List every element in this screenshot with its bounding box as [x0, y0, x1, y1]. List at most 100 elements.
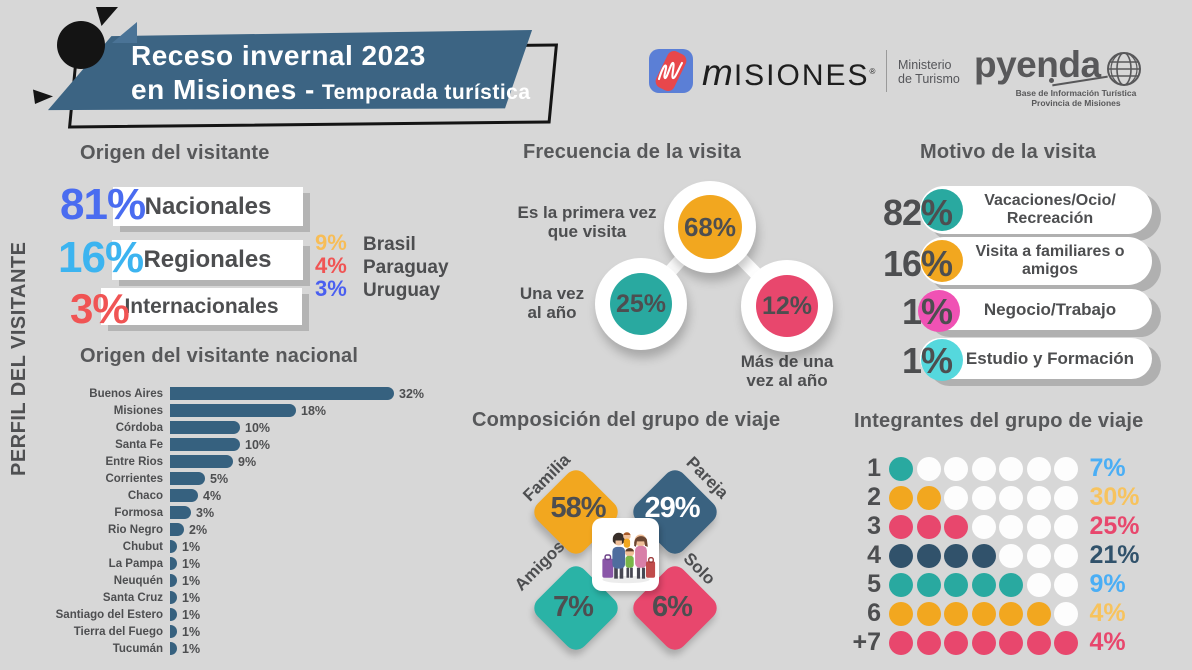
filled-dot	[889, 485, 913, 510]
motive-value: 1%	[901, 340, 953, 381]
motive-label-line1: Estudio y Formación	[965, 348, 1135, 368]
empty-dot	[971, 514, 996, 539]
empty-dot	[1054, 485, 1078, 510]
origin-label: Nacionales	[144, 192, 272, 220]
family-illustration-card	[592, 518, 659, 591]
motive-section-title: Motivo de la visita	[920, 141, 1097, 163]
page-title-line1: Receso invernal 2023	[131, 40, 426, 71]
motive-value: 16%	[882, 243, 953, 284]
breakdown-label: Brasil	[363, 234, 416, 255]
misiones-wordmark-rest: ISIONES	[733, 59, 870, 92]
title-banner	[47, 30, 533, 111]
empty-dot	[944, 485, 968, 510]
filled-dot	[999, 572, 1023, 597]
frequency-label: Más de una vez al año	[737, 352, 837, 390]
empty-dot	[1026, 514, 1051, 539]
filled-dot	[889, 456, 913, 481]
motive-label-line1: Vacaciones/Ocio/	[984, 192, 1116, 209]
empty-dot	[944, 456, 968, 481]
bar	[170, 625, 177, 638]
frequency-value: 25%	[610, 273, 672, 335]
bar-value: 1%	[182, 624, 201, 639]
empty-dot	[999, 456, 1023, 481]
origin-value: 3%	[70, 285, 130, 332]
bar-label: Formosa	[114, 506, 163, 519]
bar-value: 18%	[301, 403, 327, 418]
filled-dot	[971, 572, 996, 597]
bar-label: Córdoba	[115, 421, 163, 434]
filled-dot	[916, 543, 941, 568]
empty-dot	[1054, 601, 1078, 626]
filled-dot	[1026, 601, 1051, 626]
bar	[170, 387, 394, 400]
bar-label: Misiones	[113, 404, 163, 417]
frequency-bubble: 68%	[664, 181, 756, 273]
frequency-label-line1: Una vez	[519, 284, 585, 303]
misiones-logo-icon	[648, 48, 694, 94]
bar-value: 1%	[182, 590, 201, 605]
frequency-value: 12%	[756, 275, 818, 337]
bar-label: Santa Fe	[115, 438, 163, 451]
national-origin-bar-chart: Buenos Aires 32% Misiones 18% Córdoba 10% S…	[0, 385, 424, 657]
filled-dot	[944, 601, 968, 626]
origin-card: Regionales	[112, 240, 303, 280]
frequency-bubble: 12%	[741, 260, 833, 352]
bar-row: Santa Cruz 1%	[0, 589, 424, 606]
group-size-row: +7 4%	[845, 628, 1140, 657]
group-size-value: 4%	[1089, 599, 1126, 627]
group-size-row: 1 7%	[845, 454, 1140, 483]
bar-label: Santa Cruz	[102, 591, 163, 604]
dot-track	[889, 572, 1082, 597]
regional-breakdown-row: 9% Brasil	[315, 230, 416, 256]
dot-track	[889, 485, 1082, 510]
empty-dot	[971, 485, 996, 510]
bar-label: Chubut	[122, 540, 163, 553]
triangle-decoration	[96, 7, 118, 26]
bar	[170, 523, 184, 536]
bar-row: Tierra del Fuego 1%	[0, 623, 424, 640]
motive-bullet	[921, 339, 963, 381]
breakdown-label: Paraguay	[363, 257, 449, 278]
bar-label: Corrientes	[105, 472, 163, 485]
group-size-row: 2 30%	[845, 483, 1140, 512]
page-title-line2: en Misiones - Temporada turística	[131, 74, 531, 106]
bar	[170, 642, 177, 655]
group-size-value: 30%	[1089, 483, 1140, 511]
bar	[170, 608, 177, 621]
origin-label: Regionales	[143, 246, 272, 273]
filled-dot	[999, 601, 1023, 626]
motive-bullet	[921, 189, 963, 231]
bar-value: 1%	[182, 556, 201, 571]
regional-breakdown-row: 4% Paraguay	[315, 253, 449, 279]
bar-row: Misiones 18%	[0, 402, 424, 419]
bar-row: Tucumán 1%	[0, 640, 424, 657]
group-size-row: 4 21%	[845, 541, 1139, 570]
bar-row: Entre Rios 9%	[0, 453, 424, 470]
bar	[170, 472, 205, 485]
filled-dot	[971, 630, 996, 655]
bar	[170, 506, 191, 519]
filled-dot	[999, 630, 1023, 655]
frequency-label: Una vez al año	[515, 284, 589, 322]
bar-row: Neuquén 1%	[0, 572, 424, 589]
pyenda-line-dot	[1049, 78, 1054, 83]
bar	[170, 557, 177, 570]
frequency-label-line1: Es la primera vez	[517, 203, 657, 222]
group-size-number: 4	[867, 541, 881, 569]
dot-track	[889, 601, 1082, 626]
frequency-label-line2: que visita	[547, 222, 627, 241]
motive-value: 1%	[901, 291, 953, 332]
regional-breakdown-row: 3% Uruguay	[315, 276, 440, 302]
motive-bullet	[921, 240, 963, 282]
bar-value: 5%	[210, 471, 229, 486]
ministry-line2: de Turismo	[898, 72, 960, 86]
filled-dot	[889, 543, 913, 568]
motive-label-line1: Negocio/Trabajo	[983, 299, 1117, 319]
group-size-dot-matrix: 1 7% 2 30% 3 25% 4 21% 5 9% 6 4%	[845, 454, 1140, 657]
frequency-label: Es la primera vez que visita	[512, 203, 662, 241]
filled-dot	[916, 514, 941, 539]
bar-row: La Pampa 1%	[0, 555, 424, 572]
bar-row: Chubut 1%	[0, 538, 424, 555]
bar	[170, 489, 198, 502]
breakdown-value: 4%	[315, 253, 347, 278]
